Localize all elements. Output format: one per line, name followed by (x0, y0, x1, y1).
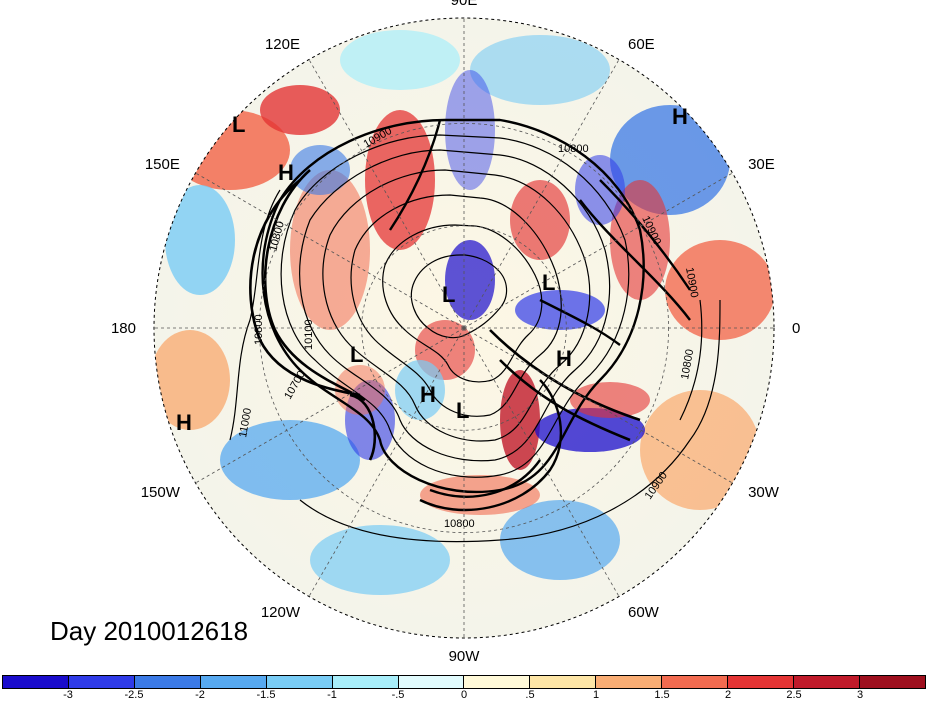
colorbar-labels: -3 -2.5 -2 -1.5 -1 -.5 0 .5 1 1.5 2 2.5 3 (2, 689, 926, 702)
pressure-centers: L H H L L H L H H L H (176, 104, 688, 435)
colorbar-box (266, 676, 333, 688)
longitude-label: 30W (748, 484, 780, 501)
colorbar-box (200, 676, 267, 688)
colorbar-tick-label: -.5 (391, 689, 405, 701)
longitude-label: 60W (628, 604, 660, 621)
longitude-label: 120W (261, 604, 301, 621)
colorbar-box (662, 676, 729, 688)
contour-label: 10100 (303, 319, 315, 350)
colorbar-box (68, 676, 135, 688)
meridian-line (463, 327, 620, 597)
contour-label: 11000 (237, 407, 254, 438)
colorbar-tick-label: 2.5 (786, 689, 802, 701)
colorbar-tick-label: -2 (195, 689, 205, 701)
colorbar-tick-label: 2 (724, 689, 732, 701)
contour-label: 10800 (558, 143, 589, 155)
colorbar (2, 675, 926, 689)
longitude-label: 60E (628, 36, 655, 53)
colorbar-box (398, 676, 465, 688)
colorbar-box (728, 676, 795, 688)
contour-label: 10800 (444, 518, 475, 530)
meridian-line (463, 327, 733, 484)
high-center: H (420, 382, 436, 407)
longitude-label: 150E (145, 156, 180, 173)
colorbar-box (794, 676, 860, 688)
colorbar-box (596, 676, 663, 688)
longitude-label: 0 (792, 320, 800, 337)
low-center: L (232, 112, 245, 137)
longitude-labels: 90E 60E 30E 0 30W 60W 90W 120W 150W 180 150E 120E (111, 0, 800, 665)
longitude-label: 180 (111, 320, 136, 337)
colorbar-box (464, 676, 531, 688)
map-boundary (153, 17, 775, 639)
graticule (154, 18, 774, 638)
colorbar-tick-label: 1.5 (654, 689, 670, 701)
longitude-label: 90E (451, 0, 478, 9)
colorbar-tick-label: 3 (856, 689, 864, 701)
colorbar-tick-label: 0 (460, 689, 468, 701)
high-center: H (278, 160, 294, 185)
high-center: H (672, 104, 688, 129)
colorbar-tick-label: .5 (525, 689, 535, 701)
colorbar-tick-label: -1.5 (256, 689, 276, 701)
colorbar-tick-label: -3 (63, 689, 73, 701)
meridian-line (308, 59, 465, 329)
longitude-label: 90W (449, 648, 481, 665)
low-center: L (542, 270, 555, 295)
meridian-line (463, 59, 620, 329)
longitude-label: 150W (141, 484, 181, 501)
colorbar-tick-label: 1 (592, 689, 600, 701)
colorbar-tick-label: -2.5 (124, 689, 144, 701)
colorbar-box (134, 676, 201, 688)
low-center: L (350, 342, 363, 367)
colorbar-box (332, 676, 399, 688)
colorbar-box (859, 676, 925, 688)
high-center: H (556, 346, 572, 371)
longitude-label: 30E (748, 156, 775, 173)
colorbar-box (530, 676, 597, 688)
contour-label: 10900 (683, 266, 700, 298)
colorbar-box (3, 676, 69, 688)
day-title: Day 2010012618 (50, 616, 249, 646)
low-center: L (442, 282, 455, 307)
low-center: L (456, 398, 469, 423)
meridian-line (308, 327, 465, 597)
colorbar-tick-label: -1 (327, 689, 337, 701)
meridian-line (195, 172, 465, 329)
contour-label: 10800 (679, 348, 696, 380)
contour-label: 10800 (253, 314, 265, 345)
longitude-label: 120E (265, 36, 300, 53)
high-center: H (176, 410, 192, 435)
meridian-line (463, 172, 733, 329)
meridian-line (195, 327, 465, 484)
